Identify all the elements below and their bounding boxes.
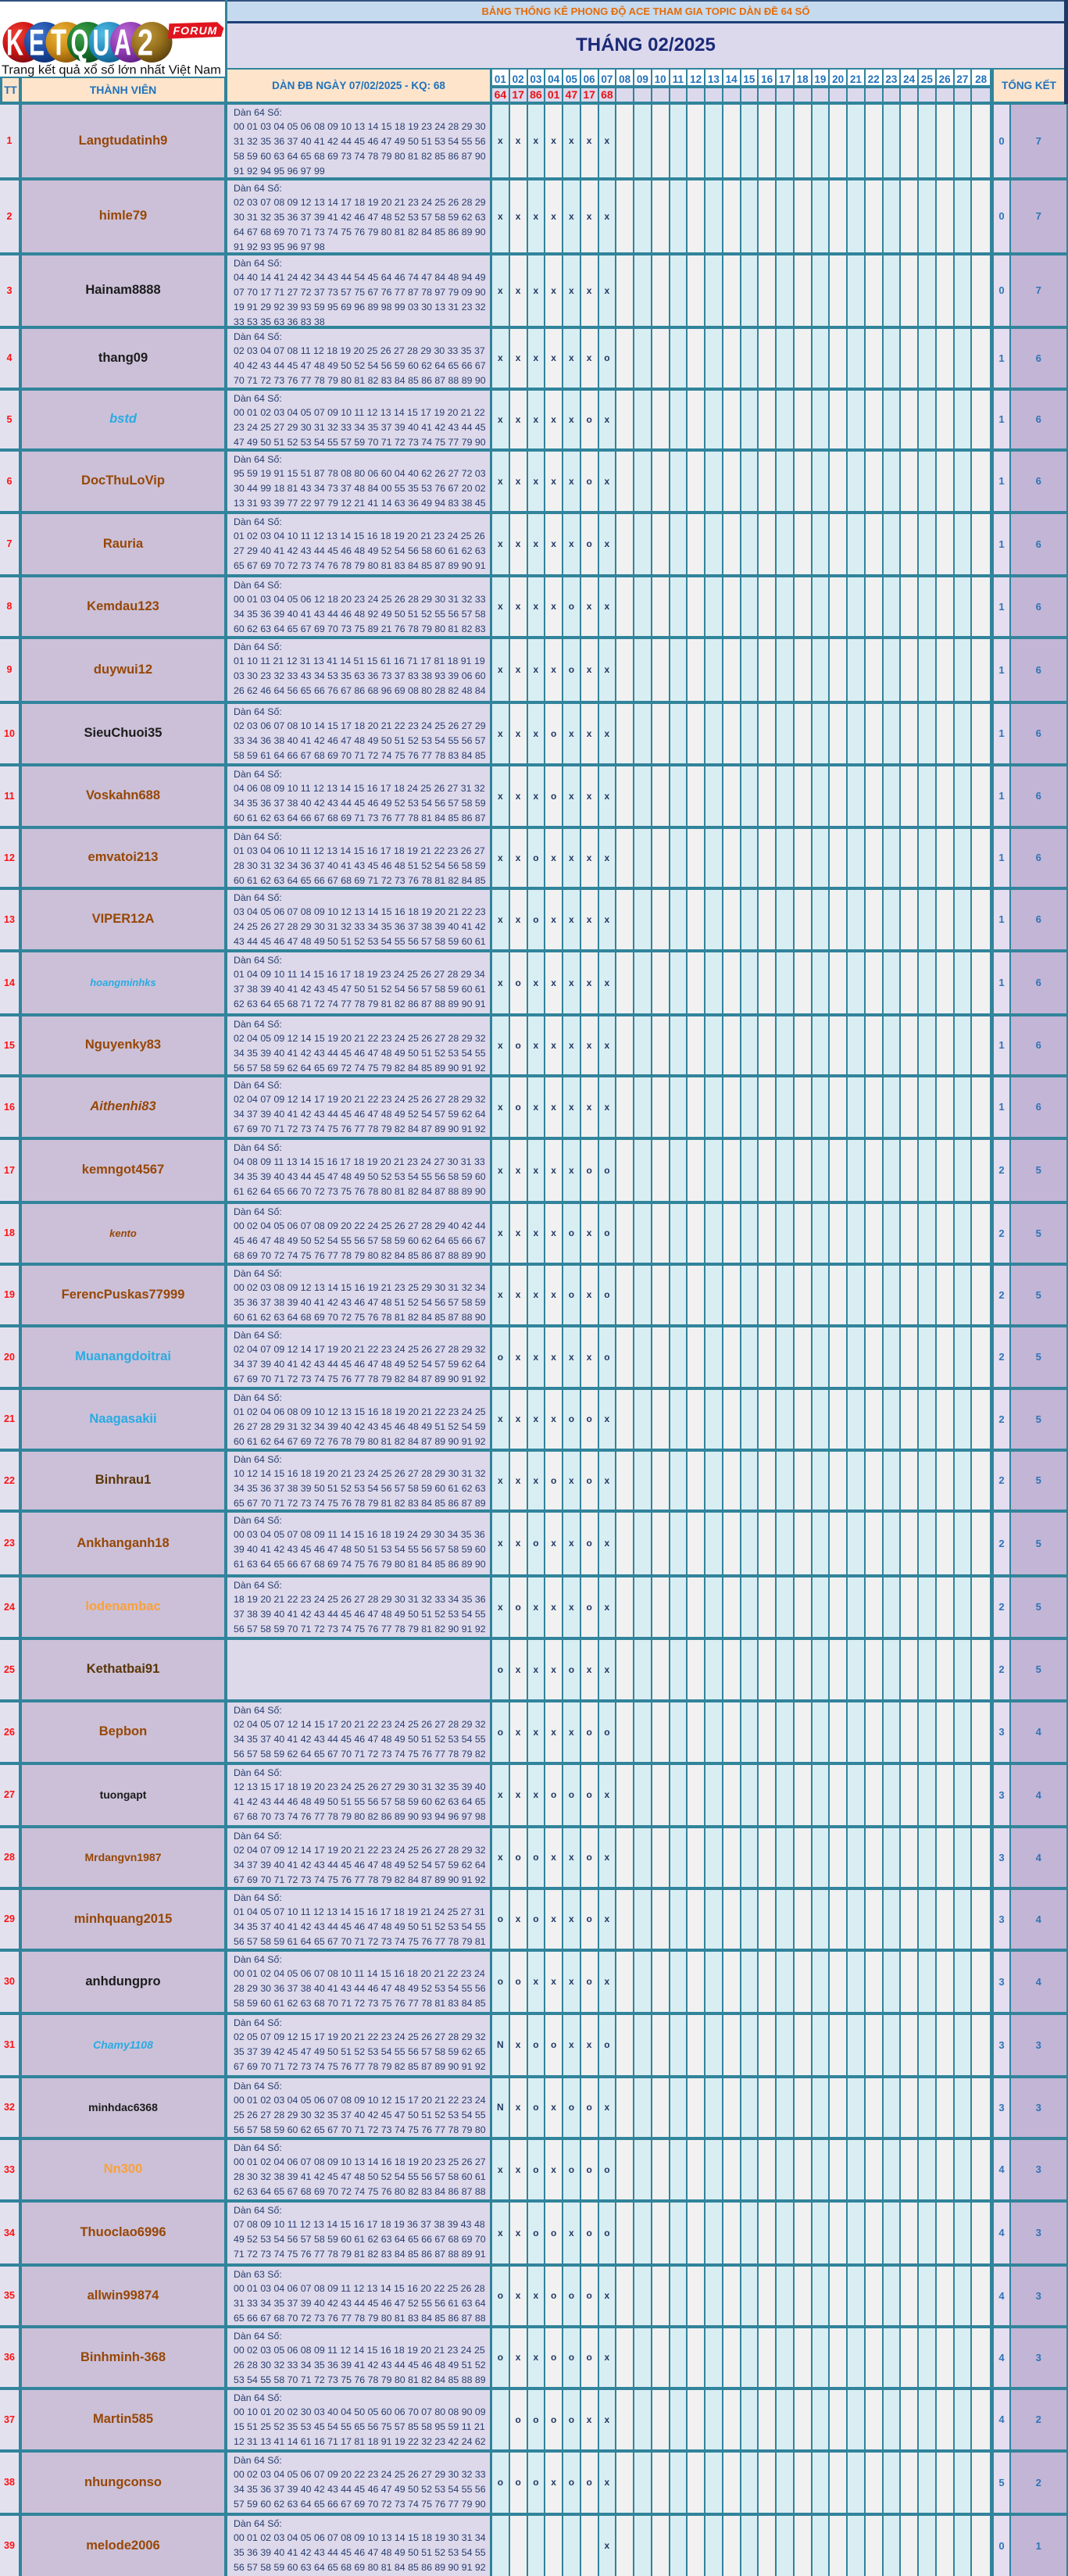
svg-text:FORUM: FORUM (173, 25, 218, 37)
svg-text:A: A (114, 22, 131, 63)
svg-text:2: 2 (138, 22, 153, 63)
svg-text:U: U (93, 22, 110, 63)
svg-text:Q: Q (71, 22, 89, 63)
svg-text:Trang kết quả xổ số lớn nhất V: Trang kết quả xổ số lớn nhất Việt Nam (2, 64, 221, 77)
svg-text:T: T (51, 22, 66, 63)
svg-text:K: K (6, 22, 23, 63)
svg-text:E: E (29, 22, 45, 63)
